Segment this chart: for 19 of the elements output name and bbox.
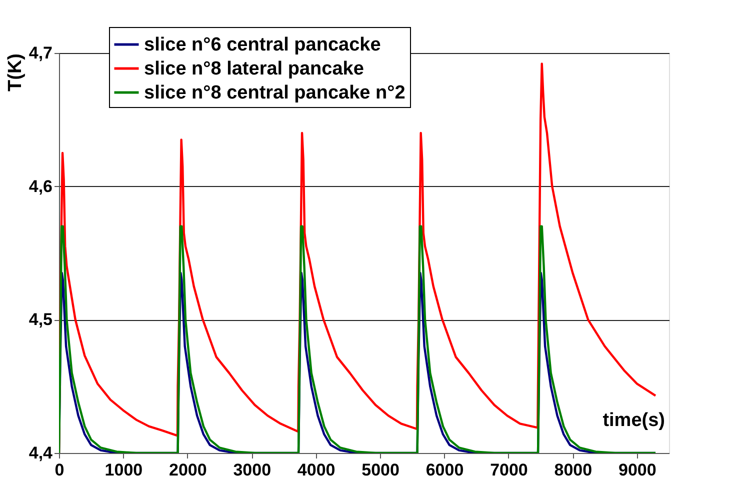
x-tick-label: 6000 <box>426 460 464 480</box>
y-tick-label: 4,6 <box>28 176 52 196</box>
x-tick-label: 3000 <box>233 460 272 480</box>
x-tick-label: 2000 <box>169 460 207 480</box>
x-tick-label: 5000 <box>362 460 400 480</box>
y-tick-label: 4,4 <box>28 444 54 462</box>
x-tick-label: 7000 <box>490 460 528 480</box>
x-tick-label: 9000 <box>618 460 656 480</box>
x-tick-label: 8000 <box>554 460 592 480</box>
x-tick-label: 1000 <box>104 460 143 480</box>
legend-label: slice n°8 central pancake n°2 <box>144 82 406 104</box>
x-tick-label: 4000 <box>297 460 336 480</box>
y-axis-title: T(K) <box>4 54 26 92</box>
x-tick-label: 0 <box>54 460 64 480</box>
x-axis-title: time(s) <box>602 410 665 431</box>
y-tick-label: 4,5 <box>28 310 52 330</box>
y-tick-label: 4,7 <box>28 44 52 62</box>
legend-label: slice n°8 lateral pancake <box>144 58 364 80</box>
legend-label: slice n°6 central pancacke <box>144 34 381 56</box>
